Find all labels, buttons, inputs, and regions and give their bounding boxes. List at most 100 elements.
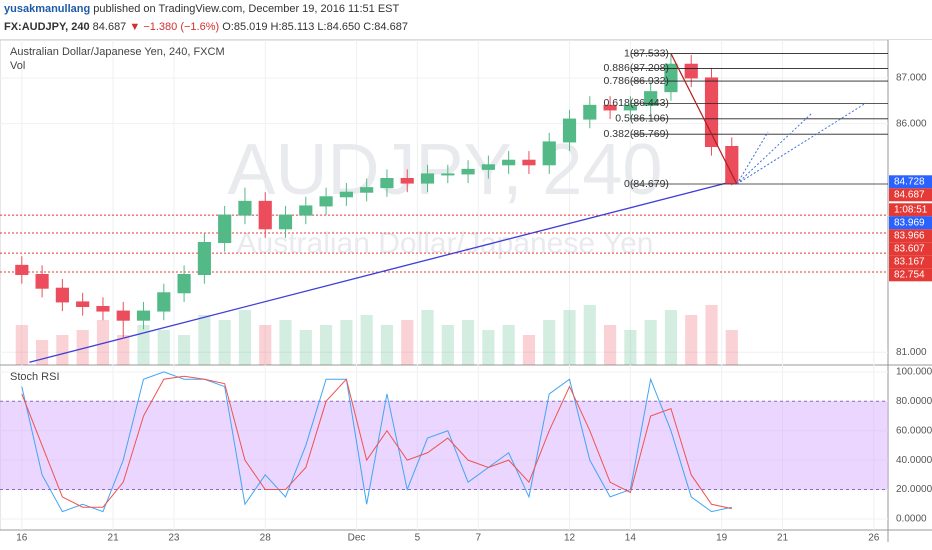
projection-arrow (736, 131, 769, 185)
y-tick-label: 20.0000 (896, 484, 932, 495)
price-tag-label: 82.754 (894, 269, 925, 280)
candle-body (502, 159, 516, 166)
candle-body (623, 104, 637, 111)
volume-bar (705, 305, 718, 365)
volume-bar (218, 320, 231, 365)
candle-body (157, 292, 171, 312)
volume-bar (178, 335, 191, 365)
volume-bar (644, 320, 657, 365)
volume-bar (259, 325, 272, 365)
candle-body (603, 104, 617, 111)
candle-body (400, 178, 414, 184)
candle-body (684, 63, 698, 79)
fib-label: 0.382(85.769) (604, 128, 669, 140)
candle-body (15, 264, 29, 275)
fib-anchor (670, 53, 738, 185)
last: 84.687 (92, 21, 127, 33)
volume-bar (157, 330, 170, 365)
price-tag-label: 83.969 (894, 217, 925, 228)
x-tick-label: 19 (716, 533, 728, 544)
y-tick-label: 86.000 (896, 118, 927, 129)
fib-label: 0(84.679) (624, 178, 669, 190)
trendline (29, 179, 738, 363)
candle-body (136, 310, 151, 321)
symbol: FX:AUDJPY, 240 (4, 21, 90, 33)
candle-body (583, 104, 597, 120)
volume-bar (421, 310, 434, 365)
stoch-line (21, 375, 732, 510)
volume-bar (15, 325, 28, 365)
volume-bar (137, 325, 150, 365)
x-tick-label: Dec (348, 533, 366, 544)
volume-bar (624, 330, 637, 365)
y-tick-label: 0.0000 (896, 514, 927, 525)
y-tick-label: 60.0000 (896, 425, 932, 436)
volume-bar (664, 310, 678, 365)
candle-body (360, 187, 374, 193)
candle-body (481, 164, 495, 170)
candle-body (238, 200, 252, 216)
x-tick-label: 12 (564, 533, 576, 544)
volume-bar (36, 340, 49, 365)
candle-body (339, 191, 353, 198)
x-tick-label: 28 (260, 533, 272, 544)
fib-label: 0.5(86.106) (615, 113, 669, 125)
header: yusakmanullang published on TradingView.… (0, 0, 932, 40)
y-tick-label: 80.0000 (896, 396, 932, 407)
volume-bar (502, 325, 515, 365)
price-tag (889, 255, 932, 269)
candle-body (258, 200, 272, 230)
volume-bar (320, 325, 333, 365)
price-tag (889, 216, 932, 230)
candle-body (522, 159, 536, 166)
volume-bar (76, 330, 89, 365)
x-tick-label: 7 (475, 533, 481, 544)
watermark: AUDJPY, 240 (228, 130, 663, 210)
price-tag (889, 242, 932, 256)
volume-bar (380, 325, 394, 365)
y-tick-label: 40.0000 (896, 455, 932, 466)
countdown: 1:08:51 (894, 204, 928, 215)
ohlc: O:85.019 H:85.113 L:84.650 C:84.687 (222, 21, 408, 33)
volume-bar (543, 320, 556, 365)
volume-bar (482, 330, 495, 365)
projection-arrow (736, 102, 867, 185)
projection-arrow (736, 112, 813, 185)
volume-bar (462, 320, 475, 365)
stoch-line (21, 371, 732, 513)
price-tag (889, 175, 932, 189)
x-tick-label: 14 (625, 533, 637, 544)
volume-bar (604, 325, 617, 365)
y-tick-label: 81.000 (896, 347, 927, 358)
price-tag (889, 229, 932, 243)
panel-title: Stoch RSI (10, 371, 60, 383)
candle-body (278, 214, 293, 230)
candle-body (96, 305, 110, 312)
candle-body (664, 63, 678, 93)
watermark-subtitle: Australian Dollar/Japanese Yen (237, 227, 654, 260)
x-tick-label: 21 (108, 533, 120, 544)
price-tag-label: 84.687 (894, 189, 925, 200)
candle-body (116, 310, 130, 321)
volume-bar (299, 330, 312, 365)
author[interactable]: yusakmanullang (4, 3, 91, 15)
fib-label: 0.618(86.443) (604, 97, 669, 109)
volume-bar (725, 330, 738, 365)
price-tag (889, 188, 932, 202)
candle-body (380, 178, 394, 189)
panel-title: Australian Dollar/Japanese Yen, 240, FXC… (10, 46, 225, 58)
candle-body (177, 273, 191, 294)
price-tag-label: 83.167 (894, 256, 925, 267)
candle-body (441, 173, 455, 176)
candle-body (76, 301, 90, 307)
volume-bar (340, 320, 353, 365)
x-tick-label: 23 (168, 533, 180, 544)
candle-body (197, 241, 211, 275)
chart: 16212328Dec57121419212681.00084.00086.00… (0, 40, 932, 544)
x-tick-label: 16 (16, 533, 28, 544)
candle-body (319, 196, 333, 207)
volume-label: Vol (10, 60, 25, 72)
volume-bar (279, 320, 292, 365)
publish-line: yusakmanullang published on TradingView.… (4, 0, 932, 18)
